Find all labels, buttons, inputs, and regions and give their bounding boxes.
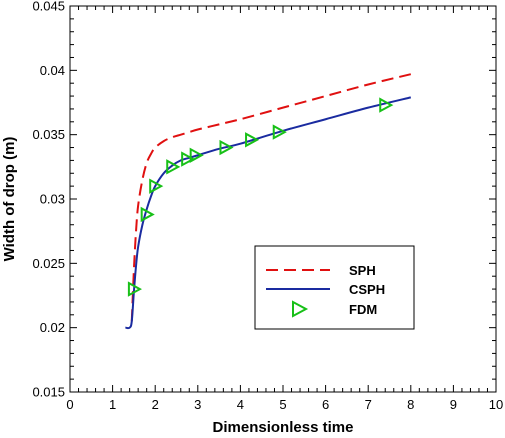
y-tick-label: 0.02 (40, 320, 65, 335)
x-tick-label: 10 (489, 397, 503, 412)
y-tick-label: 0.025 (32, 256, 65, 271)
x-tick-label: 0 (66, 397, 73, 412)
x-tick-label: 6 (322, 397, 329, 412)
plot-frame (69, 5, 497, 393)
y-tick-label: 0.04 (40, 63, 65, 78)
y-axis-title: Width of drop (m) (1, 137, 18, 262)
legend-csph-label: CSPH (349, 282, 385, 297)
x-tick-label: 4 (237, 397, 244, 412)
axis-ticks (69, 5, 497, 393)
x-tick-label: 8 (407, 397, 414, 412)
legend-fdm-marker (292, 300, 309, 318)
y-tick-label: 0.035 (32, 127, 65, 142)
csph-series-line (125, 96, 412, 330)
legend-sph-label: SPH (349, 263, 376, 278)
fdm-data-point (149, 178, 164, 194)
y-tick-label: 0.045 (32, 0, 65, 14)
axis-tick-labels: 0 1 2 3 4 5 6 7 8 9 10 0.015 0.02 0.025 0.03 0.035 0.04 0… (32, 0, 503, 412)
fdm-data-point (189, 147, 204, 163)
y-tick-label: 0.03 (40, 192, 65, 207)
fdm-data-point (219, 139, 234, 156)
x-tick-label: 7 (365, 397, 372, 412)
x-tick-label: 3 (194, 397, 201, 412)
fdm-data-point (379, 97, 394, 113)
y-tick-label: 0.015 (32, 385, 65, 400)
legend-box (254, 245, 415, 330)
fdm-data-point (272, 124, 287, 140)
fdm-data-point (181, 151, 196, 167)
fdm-data-point (140, 206, 155, 223)
x-tick-label: 9 (450, 397, 457, 412)
x-tick-label: 2 (152, 397, 159, 412)
legend: SPH CSPH FDM (254, 245, 415, 330)
sph-series-line (130, 73, 412, 322)
fdm-data-point (245, 132, 260, 148)
x-tick-label: 1 (109, 397, 116, 412)
fdm-data-point (127, 281, 142, 297)
fdm-data-point (166, 159, 181, 175)
x-tick-label: 5 (279, 397, 286, 412)
x-axis-title: Dimensionless time (213, 419, 354, 436)
legend-fdm-label: FDM (349, 302, 377, 317)
series-layer (125, 73, 412, 330)
